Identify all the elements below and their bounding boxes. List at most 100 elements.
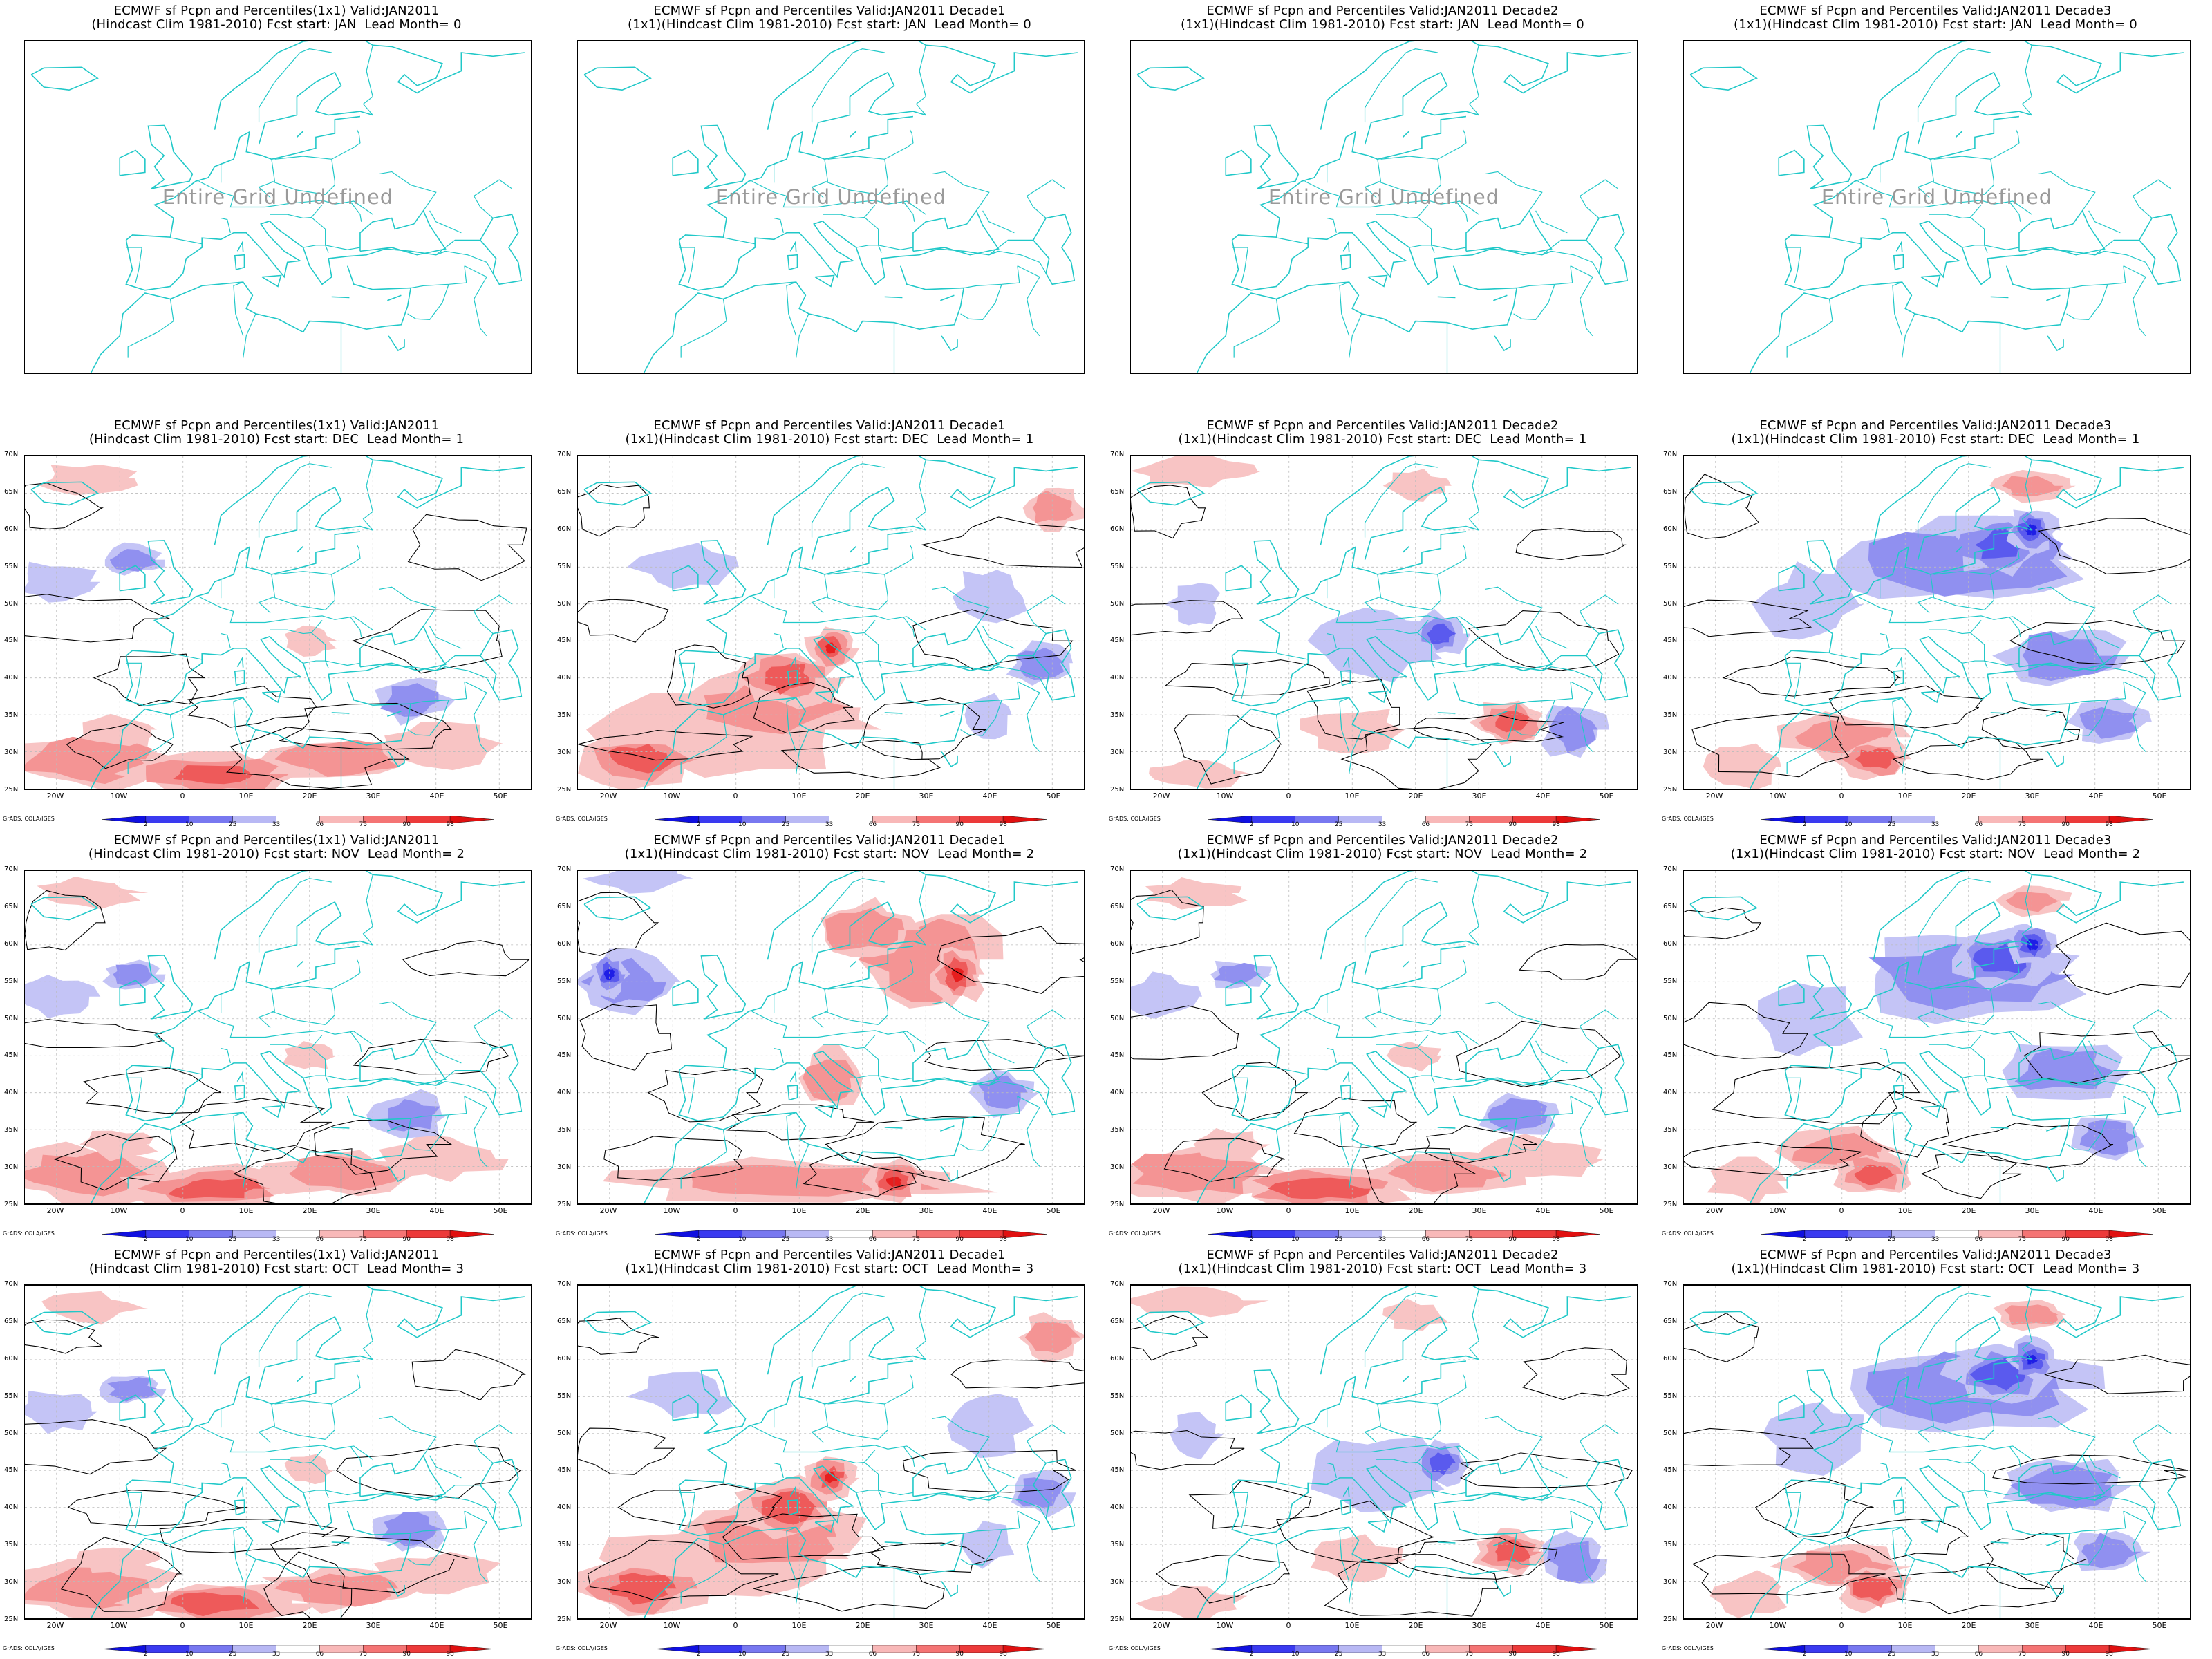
longitude-label: 20W xyxy=(1152,1206,1170,1215)
coastline xyxy=(789,656,797,668)
coastline xyxy=(261,1519,282,1533)
longitude-label: 20W xyxy=(46,791,64,800)
map-canvas xyxy=(25,456,531,789)
country-border xyxy=(988,655,1033,671)
longitude-label: 10E xyxy=(1344,1206,1360,1215)
wet-anomaly-area xyxy=(1132,1151,1262,1194)
coastline xyxy=(2046,1539,2061,1547)
coastline xyxy=(1136,481,1205,506)
longitude-label: 30E xyxy=(366,1206,381,1215)
colorbar-label: 33 xyxy=(825,1651,834,1658)
country-border xyxy=(303,1075,361,1081)
colorbar-label: 98 xyxy=(2105,821,2113,828)
colorbar-label: 2 xyxy=(1803,1236,1807,1243)
latitude-label: 35N xyxy=(1663,1126,1678,1134)
country-border xyxy=(1232,1492,1248,1528)
country-border xyxy=(1339,281,1350,336)
country-border xyxy=(429,1040,462,1064)
climatology-contours xyxy=(1131,889,1637,1203)
panel-title-line1: ECMWF sf Pcpn and Percentiles(1x1) Valid… xyxy=(113,3,440,18)
coastline xyxy=(678,531,914,657)
longitude-label: 10W xyxy=(663,1206,681,1215)
percentile-colorbar xyxy=(1761,1228,2153,1239)
country-border xyxy=(960,700,1002,736)
panel-title-line2: (Hindcast Clim 1981-2010) Fcst start: NO… xyxy=(88,847,465,861)
percentile-colorbar xyxy=(1208,1642,1600,1653)
colorbar-label: 25 xyxy=(1887,821,1896,828)
country-border xyxy=(796,1144,809,1189)
coastline xyxy=(125,531,361,657)
country-border xyxy=(1349,729,1362,774)
wet-anomaly-area xyxy=(825,908,905,950)
panel-title-line2: (Hindcast Clim 1981-2010) Fcst start: DE… xyxy=(88,432,465,447)
percentile-colorbar xyxy=(655,1228,1047,1239)
colorbar-label: 33 xyxy=(272,1651,281,1658)
dry-anomaly-area xyxy=(112,963,153,986)
contour-line xyxy=(1981,707,2081,749)
country-border xyxy=(751,596,926,630)
coastline xyxy=(1689,66,1758,91)
country-border xyxy=(823,1034,876,1049)
country-border xyxy=(1785,1492,1801,1528)
country-border xyxy=(379,586,437,627)
coastline xyxy=(373,44,525,94)
country-border xyxy=(1277,653,1309,660)
wet-anomaly-area xyxy=(1149,760,1251,789)
country-border xyxy=(1339,1112,1350,1167)
country-border xyxy=(1409,1490,1467,1496)
country-border xyxy=(311,1462,329,1498)
colorbar-label: 10 xyxy=(185,1651,194,1658)
country-border xyxy=(271,180,326,196)
coastline xyxy=(814,1105,835,1118)
map-panel-r0c0: ECMWF sf Pcpn and Percentiles(1x1) Valid… xyxy=(0,0,553,415)
coastline xyxy=(1231,1465,1552,1537)
percentile-shading xyxy=(1131,1286,1608,1618)
country-border xyxy=(171,1482,203,1490)
latitude-label: 40N xyxy=(1663,1503,1678,1512)
country-border xyxy=(1917,878,1991,953)
country-border xyxy=(1232,247,1248,283)
colorbar-label: 66 xyxy=(315,821,324,828)
contour-line xyxy=(1522,1347,1630,1400)
wet-anomaly-area xyxy=(824,1472,838,1484)
map-frame xyxy=(24,455,532,790)
map-panel-r3c3: ECMWF sf Pcpn and Percentiles Valid:JAN2… xyxy=(1659,1244,2212,1659)
country-border xyxy=(1857,180,2032,215)
longitude-label: 0 xyxy=(733,1206,738,1215)
colorbar-label: 90 xyxy=(2061,1236,2070,1243)
country-border xyxy=(243,313,256,358)
latitude-label: 35N xyxy=(1110,1541,1125,1549)
wet-anomaly-area xyxy=(1024,1321,1080,1353)
country-border xyxy=(1456,1031,1468,1053)
longitude-label: 30E xyxy=(1472,1621,1487,1630)
undefined-grid-message: Entire Grid Undefined xyxy=(1821,185,2053,209)
country-border xyxy=(1785,662,1801,699)
country-border xyxy=(435,1485,480,1501)
country-border xyxy=(411,1510,467,1534)
longitude-label: 20E xyxy=(855,1206,870,1215)
country-border xyxy=(1513,700,1555,736)
colorbar-label: 66 xyxy=(1974,1236,1983,1243)
longitude-label: 0 xyxy=(180,1206,185,1215)
panel-title: ECMWF sf Pcpn and Percentiles Valid:JAN2… xyxy=(553,834,1106,861)
coastline xyxy=(1231,946,1467,1071)
country-border xyxy=(445,1496,494,1519)
contour-line xyxy=(1413,714,1564,742)
coastline xyxy=(1806,124,1853,189)
country-border xyxy=(998,1496,1047,1519)
country-border xyxy=(774,1462,784,1479)
percentile-colorbar xyxy=(1208,1228,1600,1239)
country-border xyxy=(2088,1455,2121,1479)
country-border xyxy=(1933,986,1994,1025)
wet-anomaly-area xyxy=(765,664,810,695)
panel-title-line2: (1x1)(Hindcast Clim 1981-2010) Fcst star… xyxy=(1730,847,2141,861)
contour-line xyxy=(780,740,941,779)
map-canvas xyxy=(1131,1286,1637,1618)
coastline xyxy=(643,1096,965,1203)
panel-title-line2: (1x1)(Hindcast Clim 1981-2010) Fcst star… xyxy=(625,1262,1034,1276)
coastlines xyxy=(583,1286,1078,1618)
country-border xyxy=(1917,463,1991,538)
map-frame: Entire Grid Undefined xyxy=(1683,40,2191,374)
climatology-contours xyxy=(578,1318,1084,1612)
country-border xyxy=(1339,1526,1350,1582)
